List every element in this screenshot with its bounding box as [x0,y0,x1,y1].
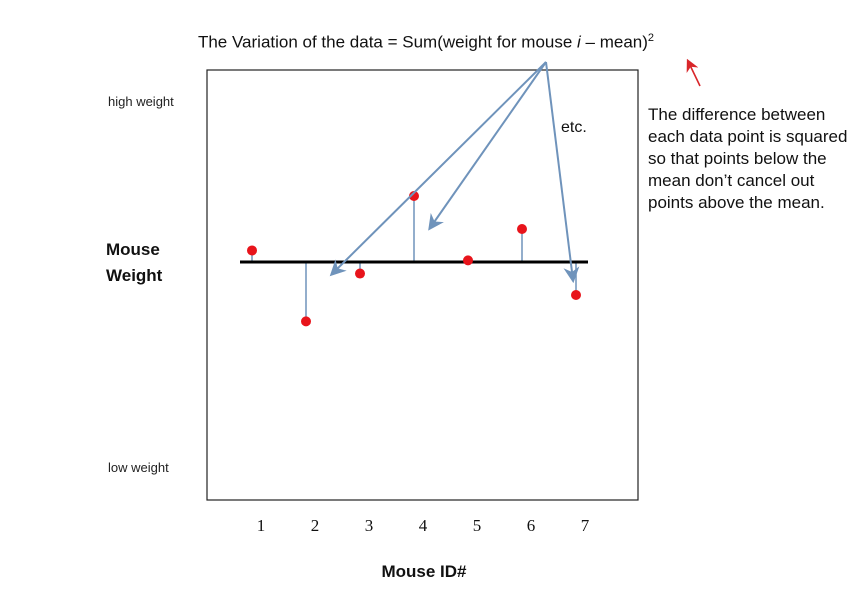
data-point-mouse-6 [517,224,527,234]
data-point-mouse-2 [301,316,311,327]
plot-frame [206,69,639,501]
x-axis-label: Mouse ID# [381,562,467,581]
superscript-pointer-arrow [686,58,701,87]
x-tick-1: 1 [256,516,266,535]
low-weight-label: low weight [108,460,169,475]
data-points [247,191,581,327]
x-tick-3: 3 [364,516,374,535]
arrow-to-mouse-2 [329,61,547,277]
arrow-to-mouse-4 [428,61,547,231]
y-axis-label-line1: Mouse [106,240,160,259]
title-index: i [577,32,581,52]
title-superscript: 2 [647,32,655,44]
x-tick-2: 2 [310,516,320,535]
pointer-arrows [329,58,701,284]
x-tick-4: 4 [418,516,428,535]
data-point-mouse-4 [409,191,419,201]
arrow-to-mouse-7 [545,61,580,284]
high-weight-label: high weight [108,94,174,109]
residual-lines [251,196,577,322]
explanation-note: The difference between each data point i… [648,105,848,212]
x-tick-7: 7 [580,516,590,535]
y-axis-label: Mouse Weight [106,237,162,289]
data-point-mouse-3 [355,268,365,279]
data-point-mouse-7 [571,290,581,300]
y-axis-label-line2: Weight [106,266,163,285]
x-tick-5: 5 [472,516,482,535]
diagram-title: The Variation of the data = Sum(weight f… [0,32,852,53]
data-point-mouse-5 [463,255,473,266]
title-suffix: – mean) [580,32,648,52]
x-tick-6: 6 [526,516,536,535]
etc-annotation: etc. [561,119,587,136]
data-point-mouse-1 [247,245,257,256]
title-prefix: The Variation of the data = Sum(weight f… [197,32,578,52]
